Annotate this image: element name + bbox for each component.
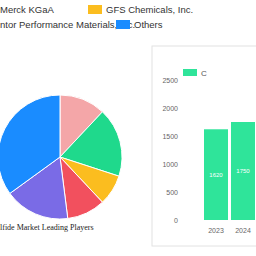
data-label: 1620 [209, 172, 223, 178]
bar [204, 129, 228, 220]
panel [152, 46, 256, 246]
legend-label: GFS Chemicals, Inc. [106, 4, 193, 15]
legend-swatch [88, 5, 102, 14]
data-label: 1750 [236, 168, 250, 174]
legend-label: ntor Performance Materials, Inc. [0, 19, 135, 30]
legend-label: Others [134, 19, 163, 30]
pie-slice [0, 95, 60, 193]
legend-label: Merck KGaA [0, 4, 55, 15]
y-tick-label: 0 [174, 217, 178, 224]
x-tick-label: 2023 [208, 227, 224, 234]
legend-swatch [116, 20, 130, 29]
legend-swatch [183, 69, 197, 76]
chart-title: lfide Market Leading Players [0, 223, 94, 232]
y-tick-label: 1000 [162, 161, 178, 168]
x-tick-label: 2024 [235, 227, 251, 234]
pie [0, 95, 122, 219]
y-tick-label: 500 [166, 189, 178, 196]
bar [231, 122, 255, 220]
bars [204, 122, 255, 220]
y-tick-label: 2500 [162, 77, 178, 84]
canvas: Merck KGaA ntor Performance Materials, In… [0, 0, 256, 256]
y-tick-label: 2000 [162, 105, 178, 112]
legend-label: C [201, 69, 207, 78]
y-tick-label: 1500 [162, 133, 178, 140]
